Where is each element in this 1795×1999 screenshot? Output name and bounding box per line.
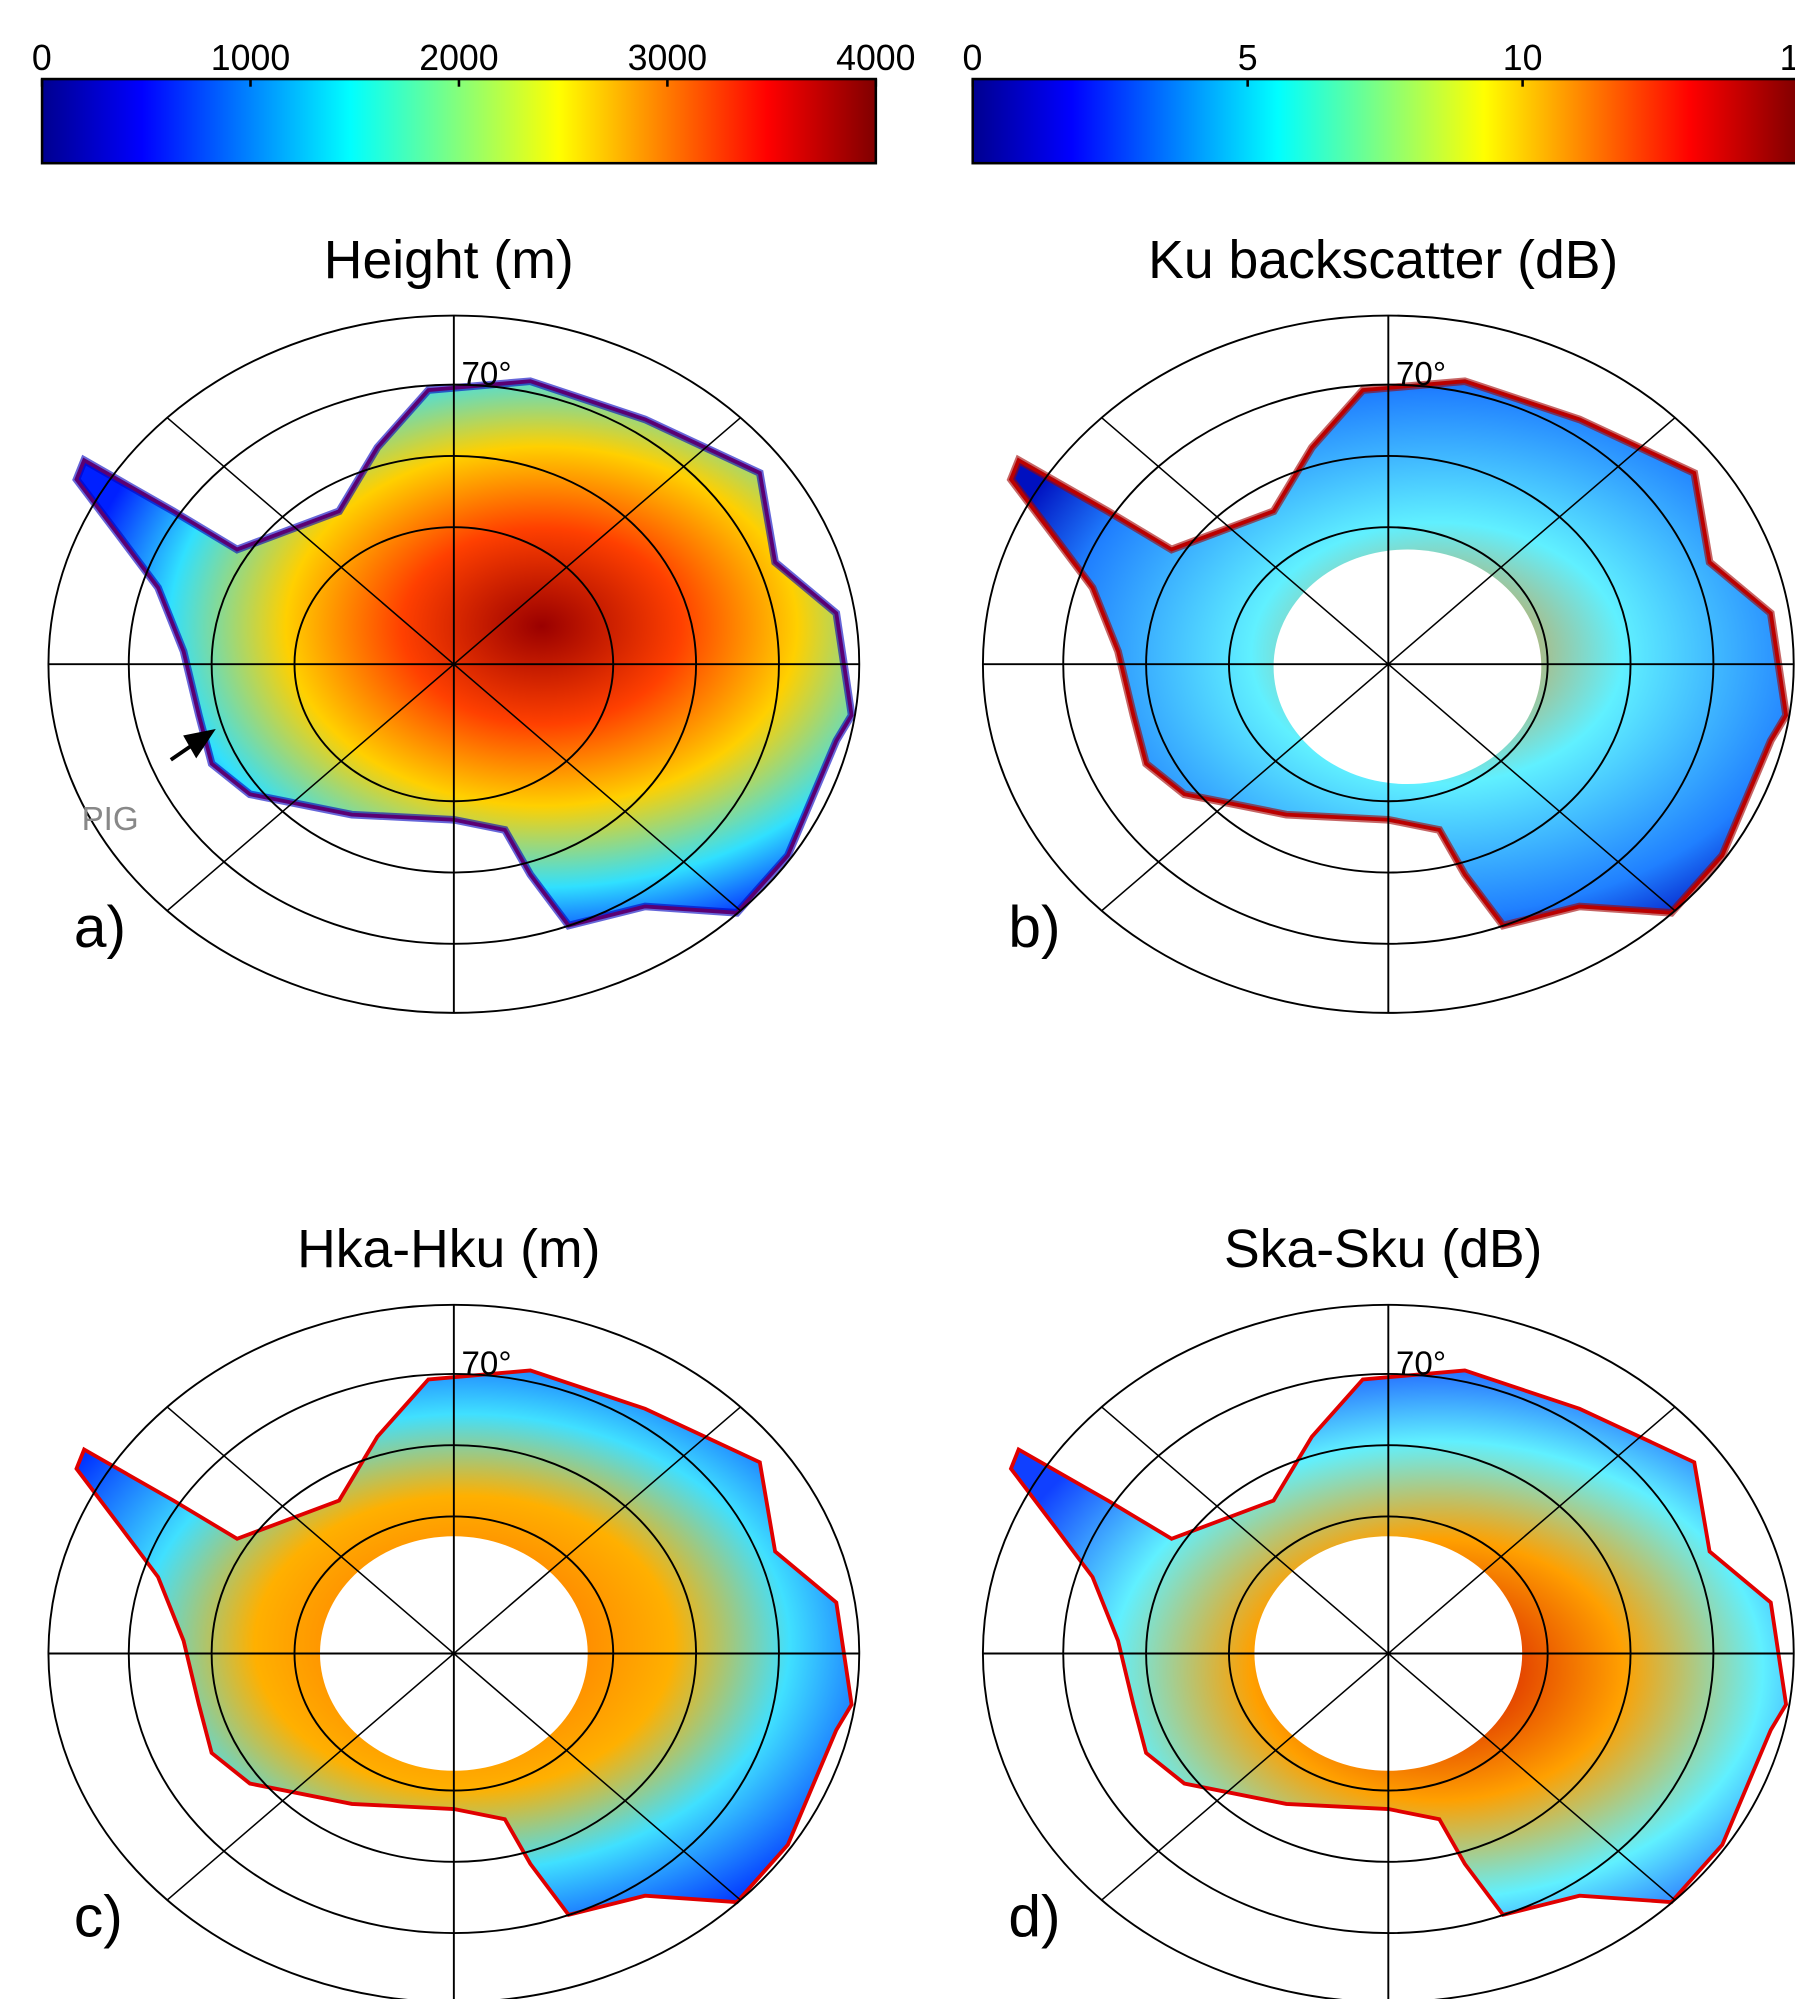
tick-label: 2000 bbox=[419, 38, 498, 78]
colorbar bbox=[42, 79, 876, 163]
annotation: PIG bbox=[82, 801, 139, 838]
tick-label: 5 bbox=[1238, 38, 1258, 78]
tick-label: 15 bbox=[1780, 38, 1795, 78]
panel-label: b) bbox=[1008, 895, 1060, 960]
latitude-label: 70° bbox=[461, 356, 511, 393]
map-panel: Ska-Sku (dB) 70° d) bbox=[983, 1220, 1794, 1999]
latitude-label: 70° bbox=[1396, 356, 1446, 393]
map-panel: Height (m) 70° a) PIG bbox=[48, 231, 859, 1013]
tick-label: 0 bbox=[32, 38, 52, 78]
panel-title: Ku backscatter (dB) bbox=[1148, 231, 1618, 290]
panel-label: c) bbox=[74, 1885, 123, 1950]
data-gap bbox=[1274, 549, 1542, 784]
figure: 0 1000 2000 3000 4000 0 5 10 15 Height (m) 70° a) PI… bbox=[0, 0, 1795, 1999]
map-panel: Hka-Hku (m) 70° c) bbox=[48, 1220, 859, 1999]
panel-title: Height (m) bbox=[324, 231, 574, 290]
tick-label: 1000 bbox=[211, 38, 290, 78]
tick-label: 0 bbox=[963, 38, 983, 78]
latitude-label: 70° bbox=[461, 1345, 511, 1382]
panel-label: a) bbox=[74, 895, 126, 960]
panel-label: d) bbox=[1008, 1885, 1060, 1950]
panel-title: Hka-Hku (m) bbox=[297, 1220, 600, 1279]
tick-label: 3000 bbox=[628, 38, 707, 78]
panel-title: Ska-Sku (dB) bbox=[1224, 1220, 1542, 1279]
map-panel: Ku backscatter (dB) 70° b) bbox=[983, 231, 1794, 1013]
latitude-label: 70° bbox=[1396, 1345, 1446, 1382]
tick-label: 10 bbox=[1503, 38, 1543, 78]
tick-label: 4000 bbox=[836, 38, 915, 78]
colorbar bbox=[973, 79, 1795, 163]
